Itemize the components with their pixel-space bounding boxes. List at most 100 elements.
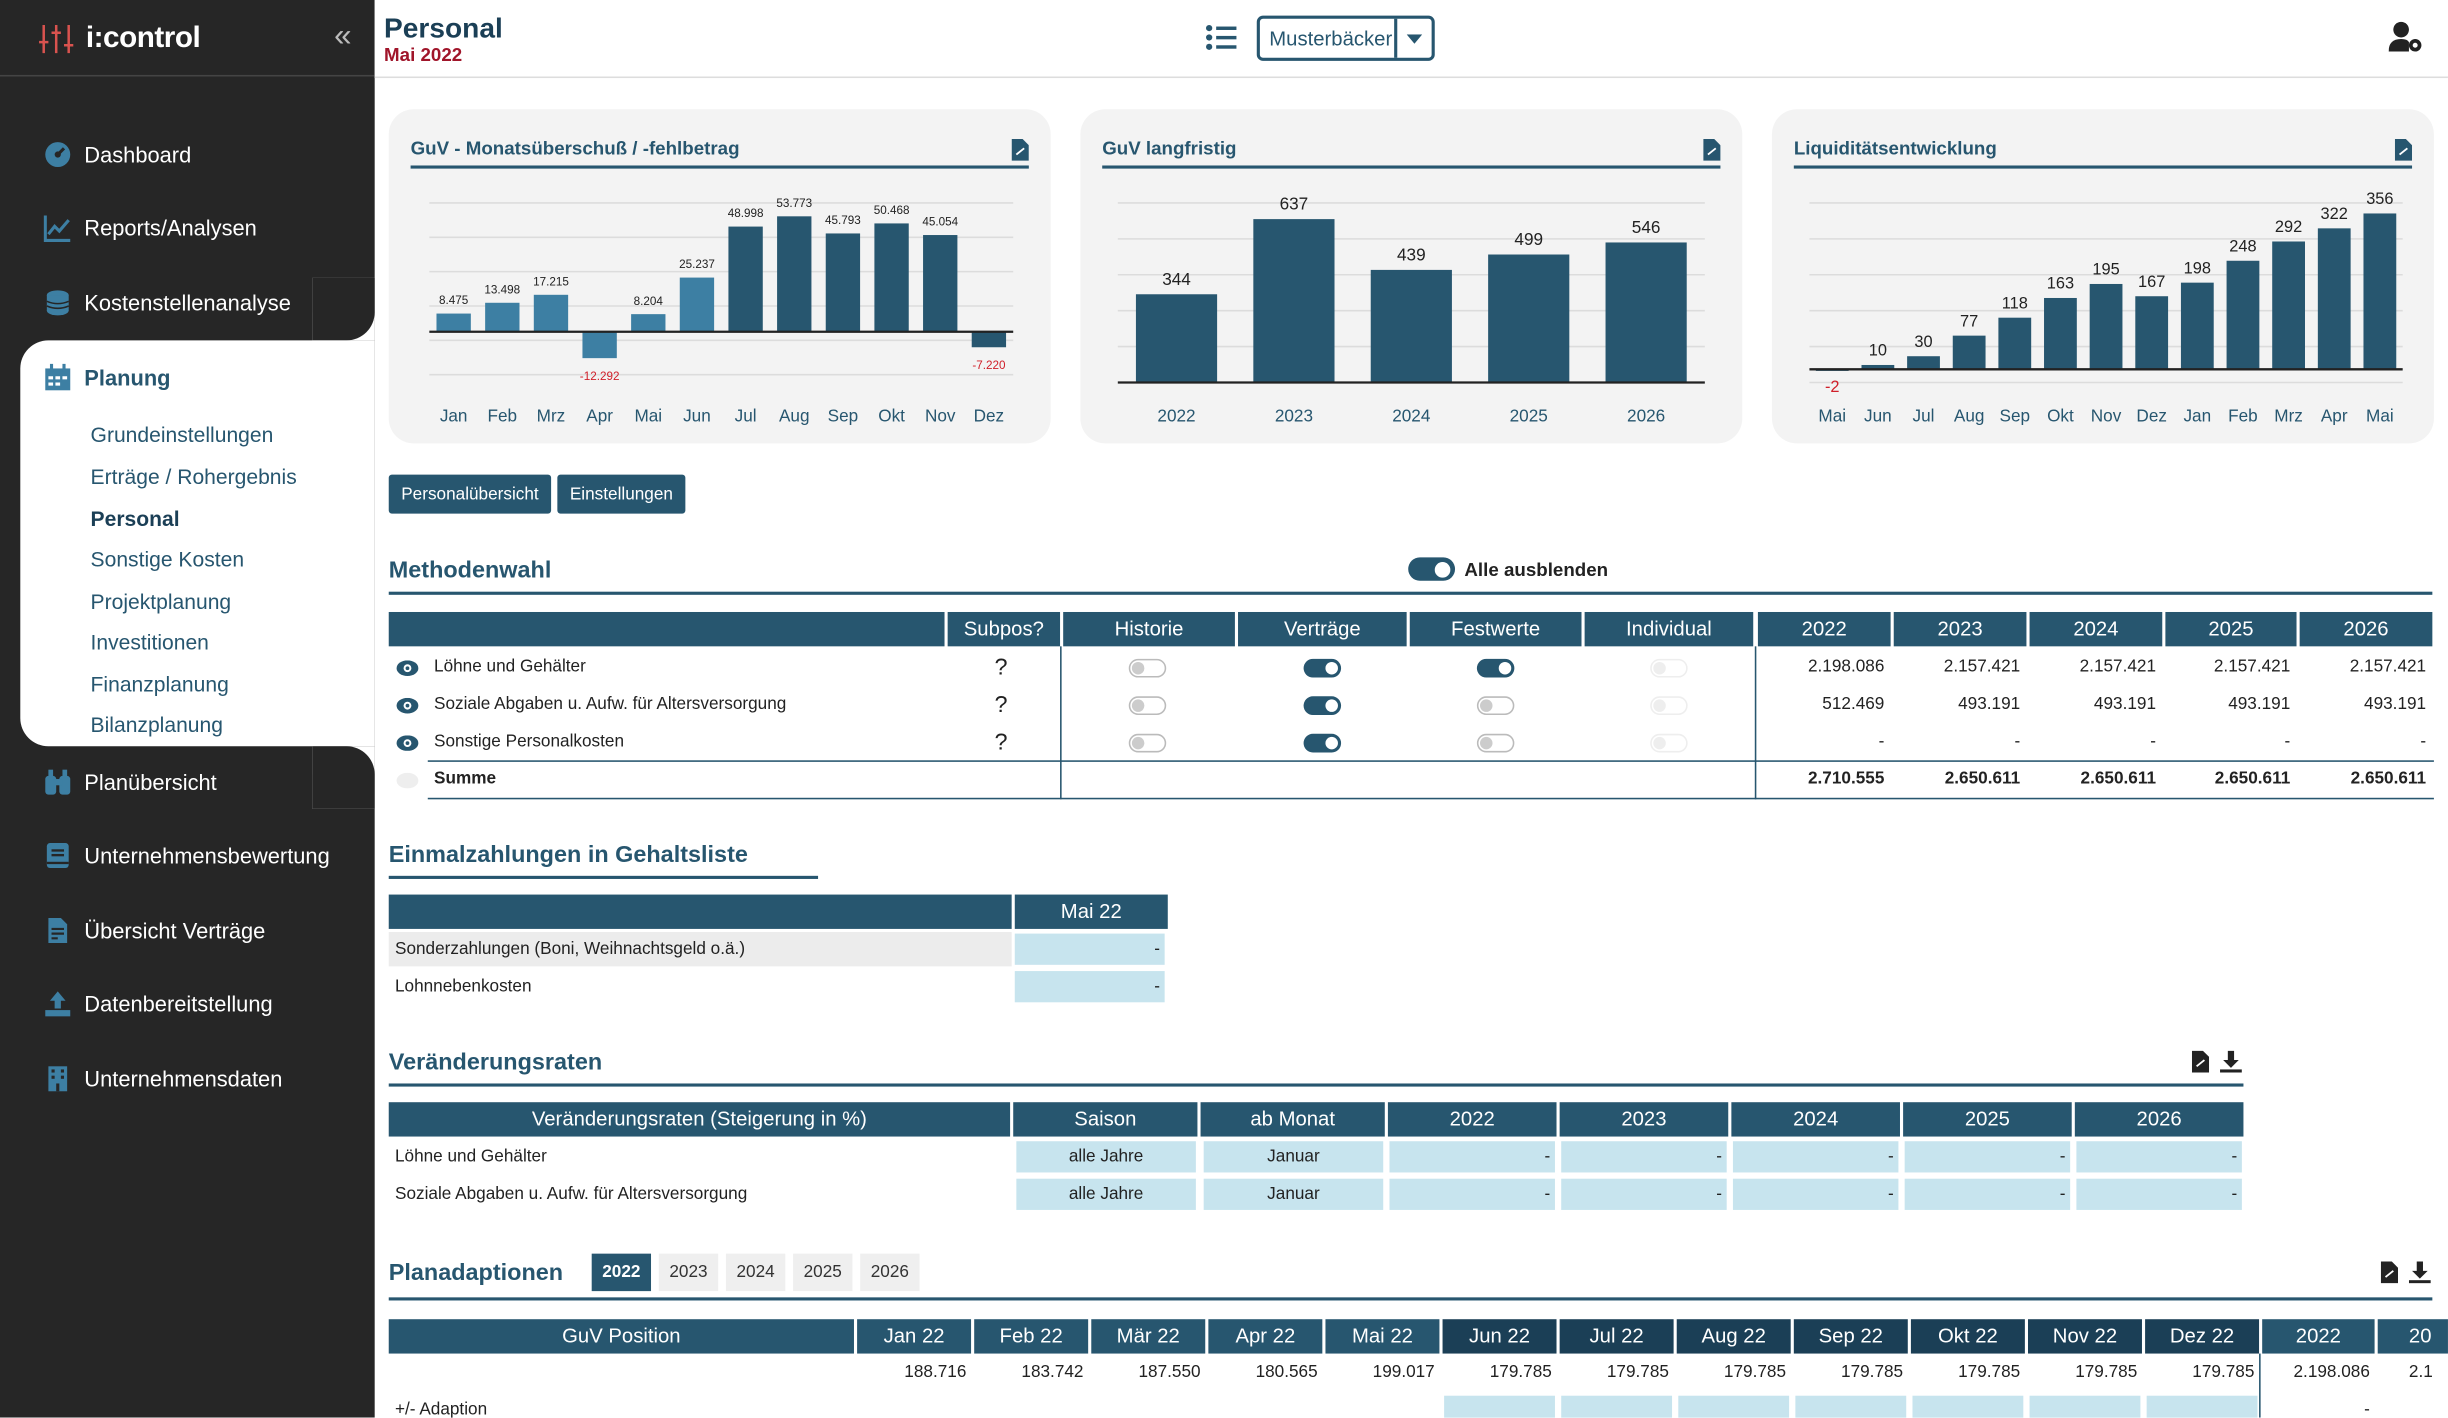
input-cell[interactable]: - (1014, 933, 1165, 965)
subnav-ertraege[interactable]: Erträge / Rohergebnis (90, 465, 297, 489)
data-label: 344 (1162, 269, 1191, 289)
adaption-input[interactable] (2029, 1395, 2141, 1418)
collapse-sidebar-button[interactable]: « (334, 18, 352, 54)
data-label: 77 (1960, 312, 1978, 330)
eye-icon[interactable] (396, 697, 419, 714)
nav-kostenstellen[interactable]: Kostenstellenanalyse (44, 289, 291, 317)
method-toggle[interactable] (1476, 696, 1515, 716)
rate-input[interactable]: - (1389, 1141, 1555, 1173)
year-tab[interactable]: 2024 (725, 1253, 786, 1292)
sum-value: 2.710.555 (1807, 769, 1885, 789)
rate-input[interactable]: - (1904, 1141, 2071, 1173)
nav-datenbereitstellung[interactable]: Datenbereitstellung (44, 990, 273, 1018)
nav-reports[interactable]: Reports/Analysen (43, 214, 257, 242)
subpos-question[interactable]: ? (994, 729, 1008, 756)
saison-select[interactable]: alle Jahre (1016, 1178, 1196, 1210)
column-header: Sep 22 (1793, 1319, 1908, 1354)
nav-dashboard[interactable]: Dashboard (44, 141, 192, 169)
einstellungen-button[interactable]: Einstellungen (557, 474, 686, 514)
chevron-down-icon[interactable] (1394, 18, 1431, 58)
eye-icon[interactable] (396, 660, 419, 676)
nav-unternehmensbewertung[interactable]: Unternehmensbewertung (44, 841, 330, 869)
subnav-sonstige-kosten[interactable]: Sonstige Kosten (90, 547, 245, 572)
app-logo[interactable]: i:control (39, 20, 201, 57)
adaption-input[interactable] (2146, 1395, 2258, 1418)
column-header: Veränderungsraten (Steigerung in %) (388, 1102, 1011, 1137)
chart-line-icon (43, 215, 71, 242)
nav-label: Planung (84, 365, 171, 391)
monat-select[interactable]: Januar (1203, 1178, 1384, 1210)
header-blank (388, 894, 1012, 929)
bar (777, 216, 812, 332)
adaption-input[interactable] (1678, 1395, 1790, 1418)
file-contract-icon (48, 917, 68, 943)
personaluebersicht-button[interactable]: Personalübersicht (388, 474, 552, 514)
year-tab[interactable]: 2023 (658, 1253, 719, 1292)
eye-icon[interactable] (396, 735, 419, 751)
data-label: 439 (1397, 245, 1426, 265)
method-toggle[interactable] (1476, 658, 1515, 678)
year-tab[interactable]: 2022 (591, 1253, 652, 1292)
method-toggle[interactable] (1476, 733, 1515, 753)
data-label: 10 (1869, 342, 1887, 360)
subnav-bilanzplanung[interactable]: Bilanzplanung (90, 713, 223, 737)
rate-input[interactable]: - (1904, 1178, 2071, 1210)
column-header: Jan 22 (857, 1319, 972, 1354)
toggle-all[interactable]: Alle ausblenden (1408, 557, 1608, 581)
download-icon[interactable] (2408, 1261, 2431, 1284)
column-header: Mai 22 (1014, 894, 1168, 929)
rate-input[interactable]: - (1732, 1141, 1899, 1173)
subnav-finanzplanung[interactable]: Finanzplanung (90, 672, 229, 697)
rate-input[interactable]: - (1561, 1178, 1727, 1210)
pdf-icon[interactable] (2380, 1261, 2399, 1284)
bar (1370, 269, 1452, 383)
column-header: Aug 22 (1676, 1319, 1791, 1354)
pdf-icon[interactable] (2191, 1050, 2210, 1073)
list-icon[interactable] (1205, 22, 1237, 53)
input-cell[interactable]: - (1014, 971, 1165, 1003)
rate-input[interactable]: - (2076, 1178, 2242, 1210)
adaption-input[interactable] (1795, 1395, 1907, 1418)
adaption-input[interactable] (1444, 1395, 1555, 1418)
chart-title: Liquiditätsentwicklung (1793, 137, 1997, 160)
method-toggle[interactable] (1128, 658, 1167, 678)
subpos-question[interactable]: ? (994, 654, 1008, 681)
nav-uebersicht-vertraege[interactable]: Übersicht Verträge (44, 916, 266, 944)
method-toggle[interactable] (1303, 658, 1342, 678)
company-select[interactable]: Musterbäcker (1256, 15, 1435, 61)
dashboard-icon (45, 142, 71, 168)
data-label: 45.054 (922, 216, 958, 229)
method-toggle[interactable] (1128, 696, 1167, 716)
nav-planung[interactable]: Planung (44, 363, 171, 392)
subnav-projektplanung[interactable]: Projektplanung (90, 590, 232, 614)
user-settings-icon[interactable] (2388, 20, 2423, 54)
tick-label: Apr (2321, 406, 2348, 426)
method-toggle[interactable] (1303, 733, 1342, 753)
value-cell: 187.550 (1138, 1362, 1201, 1382)
subnav-investitionen[interactable]: Investitionen (90, 630, 209, 655)
subnav-grundeinstellungen[interactable]: Grundeinstellungen (90, 423, 274, 447)
adaption-input[interactable] (1561, 1395, 1673, 1418)
year-tab[interactable]: 2026 (860, 1253, 920, 1292)
toggle-switch[interactable] (1408, 557, 1456, 581)
rate-input[interactable]: - (2076, 1141, 2242, 1173)
pdf-icon[interactable] (1703, 138, 1721, 161)
adaption-input[interactable] (1912, 1395, 2024, 1418)
rate-input[interactable]: - (1389, 1178, 1555, 1210)
method-toggle[interactable] (1128, 733, 1167, 753)
tick-label: Jul (1913, 406, 1935, 426)
year-tab[interactable]: 2025 (793, 1253, 853, 1292)
download-icon[interactable] (2220, 1050, 2242, 1073)
pdf-icon[interactable] (1011, 138, 1029, 161)
subpos-question[interactable]: ? (994, 691, 1008, 719)
subnav-personal[interactable]: Personal (90, 507, 180, 531)
rate-input[interactable]: - (1732, 1178, 1899, 1210)
pdf-icon[interactable] (2394, 138, 2413, 161)
nav-planuebersicht[interactable]: Planübersicht (44, 768, 217, 796)
method-toggle[interactable] (1303, 696, 1342, 716)
rate-input[interactable]: - (1561, 1141, 1727, 1173)
nav-unternehmensdaten[interactable]: Unternehmensdaten (44, 1065, 283, 1093)
column-header: Jun 22 (1442, 1319, 1557, 1354)
monat-select[interactable]: Januar (1203, 1141, 1384, 1173)
saison-select[interactable]: alle Jahre (1016, 1141, 1196, 1173)
